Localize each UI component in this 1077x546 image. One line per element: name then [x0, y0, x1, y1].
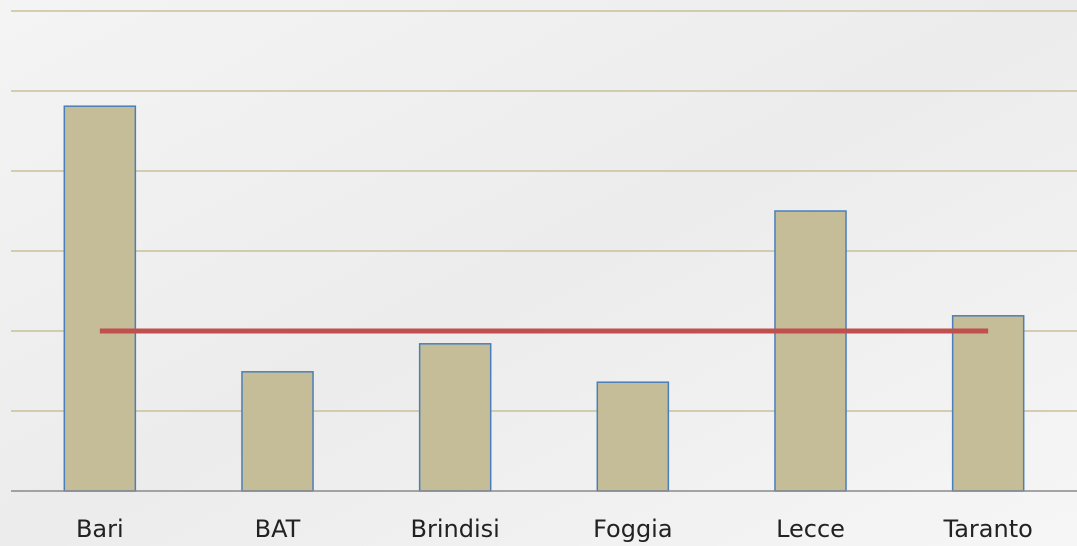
x-tick-label: Brindisi [411, 515, 500, 543]
x-tick-label: BAT [255, 515, 301, 543]
bar [951, 315, 1025, 492]
bar [774, 210, 847, 492]
bar [596, 381, 670, 492]
bar [63, 105, 137, 492]
bar [241, 371, 314, 492]
x-tick-label: Lecce [776, 515, 845, 543]
bar [418, 343, 492, 492]
x-tick-label: Taranto [943, 515, 1033, 543]
x-tick-label: Foggia [593, 515, 672, 543]
x-tick-label: Bari [76, 515, 124, 543]
